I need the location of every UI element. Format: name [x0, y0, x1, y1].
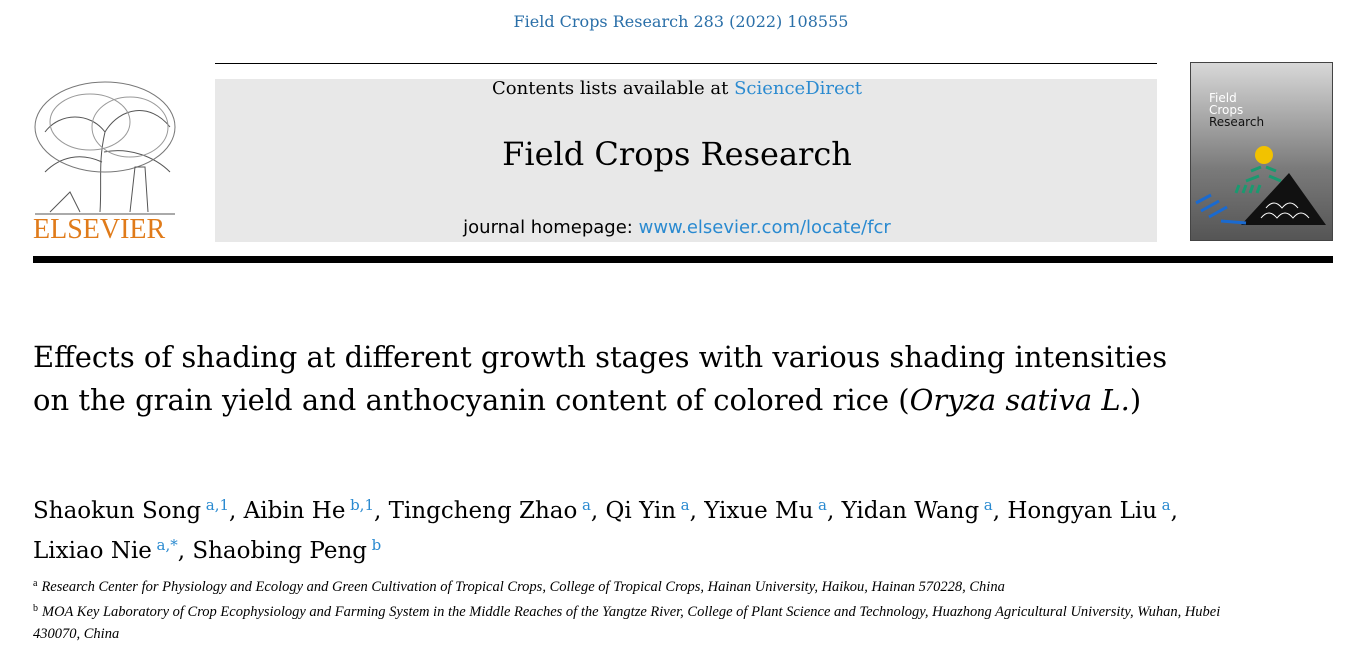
title-text: Effects of shading at different growth s… [33, 340, 1168, 417]
author-affiliation-marker[interactable]: b [371, 536, 382, 554]
author-affiliation-marker[interactable]: a,* [156, 536, 178, 554]
elsevier-wordmark: ELSEVIER [33, 214, 166, 245]
affiliation-list: a Research Center for Physiology and Ecol… [33, 573, 1233, 645]
title-species: Oryza sativa L. [909, 383, 1130, 417]
cover-title-line: Field [1209, 91, 1237, 105]
top-rule [215, 63, 1157, 64]
author-separator: , [689, 498, 705, 524]
contents-line: Contents lists available at ScienceDirec… [0, 78, 1354, 99]
author-name[interactable]: Yixue Mu [704, 498, 814, 524]
author[interactable]: Shaokun Song a,1, [33, 496, 244, 524]
header-divider [33, 256, 1333, 263]
author-affiliation-marker[interactable]: a [581, 496, 591, 514]
journal-title: Field Crops Research [502, 135, 852, 173]
cover-artwork [1195, 146, 1326, 225]
author-name[interactable]: Qi Yin [605, 498, 677, 524]
cover-title-line: Research [1209, 115, 1265, 129]
homepage-line: journal homepage: www.elsevier.com/locat… [0, 217, 1354, 238]
author-affiliation-marker[interactable]: b,1 [350, 496, 374, 514]
affiliation-text: Research Center for Physiology and Ecolo… [41, 579, 1005, 595]
title-text-end: ) [1129, 383, 1142, 417]
cover-title-line: Crops [1209, 103, 1244, 117]
author[interactable]: Yidan Wang a, [841, 496, 1008, 524]
author[interactable]: Qi Yin a, [605, 496, 705, 524]
author-name[interactable]: Lixiao Nie [33, 538, 152, 564]
author[interactable]: Tingcheng Zhao a, [388, 496, 606, 524]
author-affiliation-marker[interactable]: a [818, 496, 827, 514]
author-separator: , [177, 538, 193, 564]
author-name[interactable]: Shaobing Peng [192, 538, 368, 564]
affiliation: b MOA Key Laboratory of Crop Ecophysiolog… [33, 598, 1233, 645]
author-list: Shaokun Song a,1, Aibin He b,1, Tingchen… [33, 488, 1183, 568]
cover-title: Field Crops Research [1209, 92, 1264, 128]
author-name[interactable]: Hongyan Liu [1007, 498, 1158, 524]
author-affiliation-marker[interactable]: a,1 [205, 496, 230, 514]
homepage-link[interactable]: www.elsevier.com/locate/fcr [638, 217, 891, 238]
author-separator: , [229, 498, 244, 524]
author-name[interactable]: Aibin He [243, 498, 346, 524]
article-title: Effects of shading at different growth s… [33, 336, 1183, 422]
sciencedirect-link[interactable]: ScienceDirect [734, 78, 862, 99]
journal-cover-image[interactable]: Field Crops Research [1190, 62, 1333, 241]
author-affiliation-marker[interactable]: a [1161, 496, 1171, 514]
elsevier-tree-logo[interactable] [30, 72, 180, 247]
author[interactable]: Yixue Mu a, [704, 496, 842, 524]
author[interactable]: Hongyan Liu a, [1007, 496, 1178, 524]
author[interactable]: Lixiao Nie a,*, [33, 536, 193, 564]
author-separator: , [590, 498, 606, 524]
author-separator: , [826, 498, 842, 524]
author-separator: , [992, 498, 1008, 524]
author-name[interactable]: Shaokun Song [33, 498, 202, 524]
affiliation-label: b [33, 603, 38, 614]
author-separator: , [1170, 498, 1178, 524]
author[interactable]: Shaobing Peng b [192, 536, 382, 564]
author-separator: , [374, 498, 389, 524]
author-name[interactable]: Yidan Wang [841, 498, 980, 524]
journal-citation[interactable]: Field Crops Research 283 (2022) 108555 [513, 12, 849, 31]
affiliation: a Research Center for Physiology and Ecol… [33, 573, 1233, 598]
author-affiliation-marker[interactable]: a [983, 496, 993, 514]
affiliation-text: MOA Key Laboratory of Crop Ecophysiology… [33, 604, 1221, 642]
author-name[interactable]: Tingcheng Zhao [388, 498, 578, 524]
contents-prefix: Contents lists available at [492, 78, 735, 99]
author-affiliation-marker[interactable]: a [680, 496, 690, 514]
journal-banner [215, 79, 1157, 242]
author[interactable]: Aibin He b,1, [243, 496, 389, 524]
homepage-prefix: journal homepage: [463, 217, 639, 238]
affiliation-label: a [33, 578, 38, 589]
